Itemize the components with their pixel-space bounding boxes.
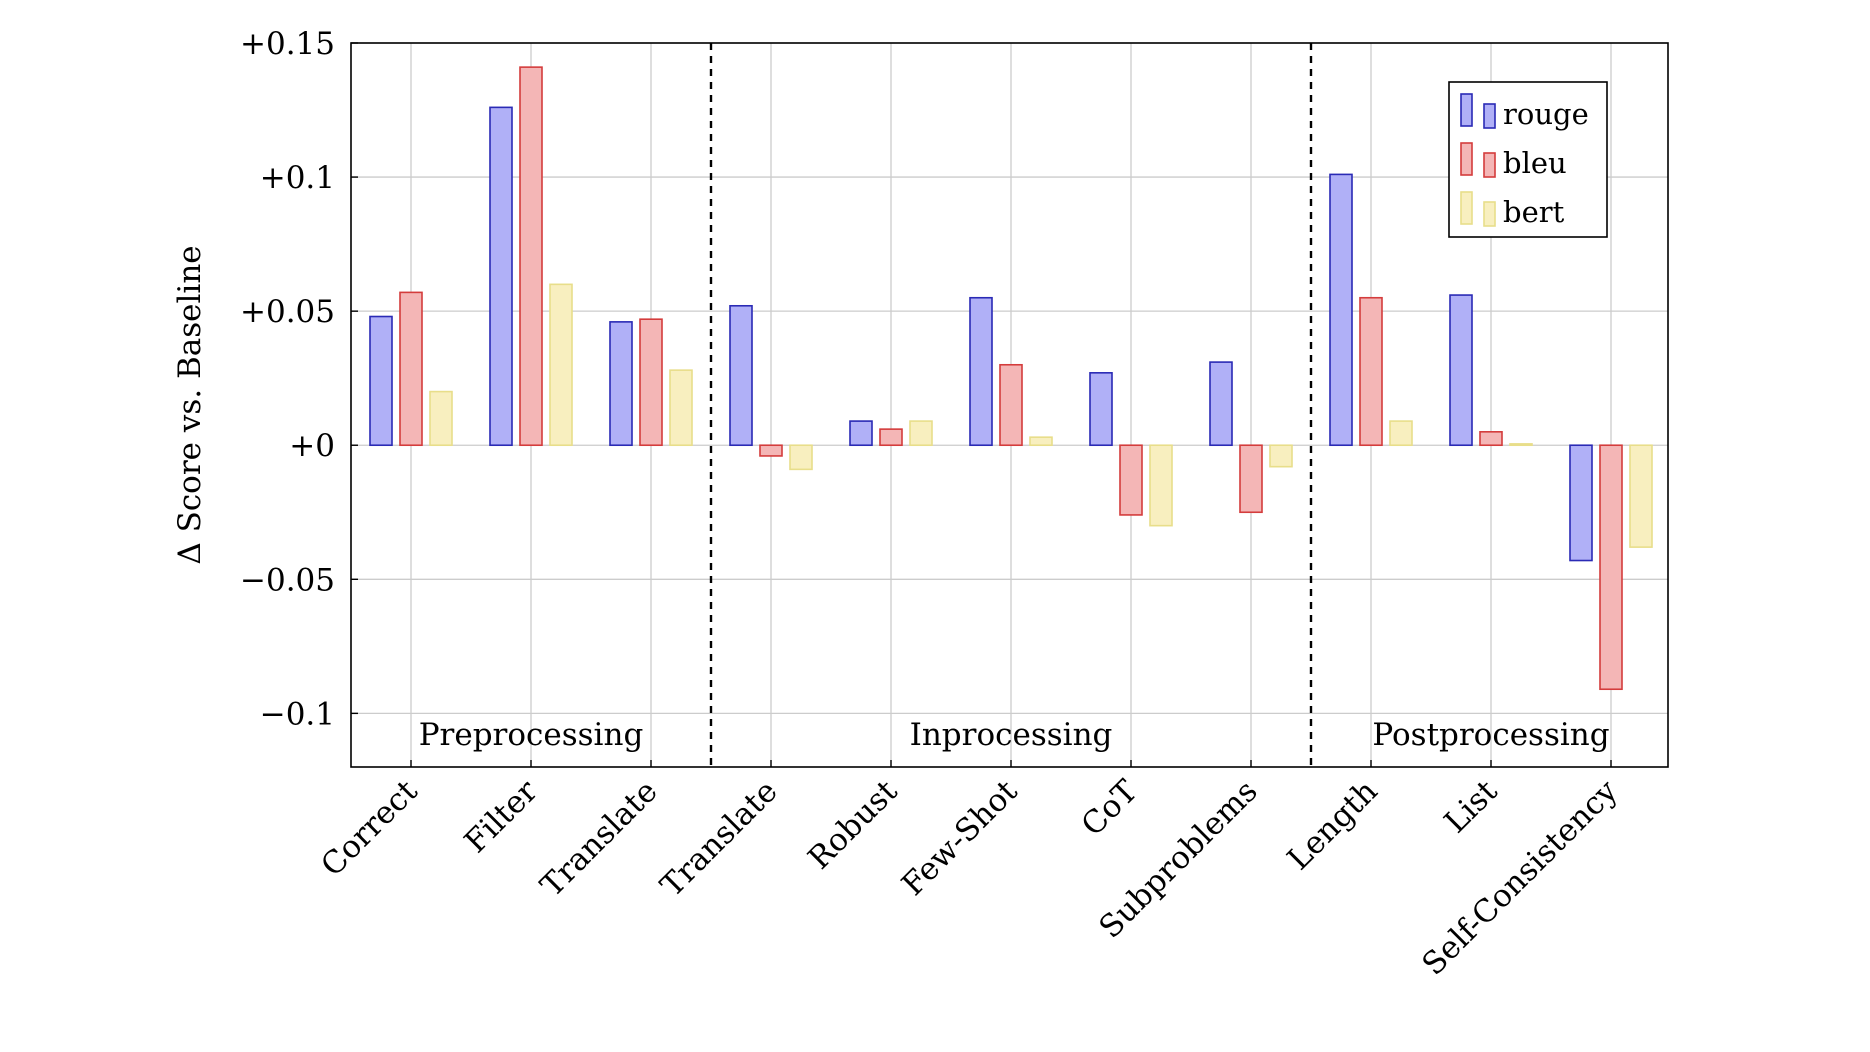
bar-rouge-5 bbox=[969, 296, 993, 447]
x-tick-label-8: Length bbox=[1281, 773, 1385, 877]
bar-bleu-2 bbox=[639, 318, 663, 447]
bar-bert-9 bbox=[1509, 443, 1533, 447]
legend-swatch-bert-a bbox=[1460, 191, 1473, 225]
bar-bleu-8 bbox=[1359, 296, 1383, 447]
bars bbox=[369, 66, 1653, 691]
legend-label-bleu: bleu bbox=[1503, 146, 1567, 180]
bar-bert-5 bbox=[1029, 436, 1053, 447]
legend-label-rouge: rouge bbox=[1503, 97, 1589, 131]
bar-rouge-6 bbox=[1089, 372, 1113, 447]
plot-frame bbox=[350, 42, 1669, 768]
bar-bleu-9 bbox=[1479, 431, 1503, 447]
grid-lines bbox=[351, 42, 1668, 767]
bar-rouge-9 bbox=[1449, 294, 1473, 447]
x-tick-label-4: Robust bbox=[801, 773, 905, 877]
bar-rouge-1 bbox=[489, 106, 513, 447]
legend-swatch-bert-b bbox=[1483, 201, 1496, 227]
bar-bert-4 bbox=[909, 420, 933, 447]
bar-bleu-6 bbox=[1119, 444, 1143, 516]
bar-bleu-7 bbox=[1239, 444, 1263, 514]
group-label-0: Preprocessing bbox=[419, 717, 644, 753]
group-separators bbox=[709, 43, 1313, 767]
bar-bert-6 bbox=[1149, 444, 1173, 527]
bar-rouge-7 bbox=[1209, 361, 1233, 447]
y-tick-label-2: +0.05 bbox=[240, 294, 335, 330]
legend-label-bert: bert bbox=[1503, 195, 1565, 229]
x-tick-label-0: Correct bbox=[314, 773, 425, 884]
bar-bert-3 bbox=[789, 444, 813, 471]
y-tick-label-4: −0.05 bbox=[240, 562, 335, 598]
x-tick-label-9: List bbox=[1438, 773, 1505, 840]
bar-bleu-4 bbox=[879, 428, 903, 447]
bar-bert-8 bbox=[1389, 420, 1413, 447]
bar-bleu-10 bbox=[1599, 444, 1623, 691]
group-label-2: Postprocessing bbox=[1372, 717, 1609, 753]
group-label-1: Inprocessing bbox=[910, 717, 1113, 753]
bar-bleu-5 bbox=[999, 363, 1023, 447]
bar-rouge-0 bbox=[369, 315, 393, 447]
bar-bleu-0 bbox=[399, 291, 423, 447]
x-tick-label-1: Filter bbox=[458, 773, 545, 860]
legend-swatch-rouge-a bbox=[1460, 93, 1473, 127]
legend-swatch-bleu-a bbox=[1460, 142, 1473, 176]
bar-bert-2 bbox=[669, 369, 693, 447]
y-tick-label-3: +0 bbox=[289, 428, 335, 464]
y-axis-title: Δ Score vs. Baseline bbox=[172, 245, 208, 564]
x-tick-label-5: Few-Shot bbox=[895, 773, 1025, 903]
bar-bert-7 bbox=[1269, 444, 1293, 468]
bar-bleu-3 bbox=[759, 444, 783, 457]
group-labels: Preprocessing Inprocessing Postprocessing bbox=[419, 717, 1610, 753]
y-tick-label-1: +0.1 bbox=[260, 160, 335, 196]
bar-bert-0 bbox=[429, 390, 453, 447]
legend-swatch-bleu-b bbox=[1483, 152, 1496, 178]
bar-rouge-10 bbox=[1569, 444, 1593, 562]
legend-box bbox=[1448, 81, 1608, 238]
x-tick-label-2: Translate bbox=[534, 773, 665, 904]
bar-bert-1 bbox=[549, 283, 573, 447]
y-tick-label-5: −0.1 bbox=[260, 696, 335, 732]
legend-swatch-rouge-b bbox=[1483, 103, 1496, 129]
y-tick-labels: +0.15 +0.1 +0.05 +0 −0.05 −0.1 bbox=[240, 26, 358, 732]
y-tick-label-0: +0.15 bbox=[240, 26, 335, 62]
bar-bleu-1 bbox=[519, 66, 543, 447]
x-tick-label-3: Translate bbox=[654, 773, 785, 904]
legend: rouge bleu bert bbox=[1448, 81, 1608, 238]
bar-rouge-3 bbox=[729, 304, 753, 447]
bar-rouge-2 bbox=[609, 321, 633, 447]
x-tick-label-6: CoT bbox=[1075, 773, 1145, 843]
bar-rouge-4 bbox=[849, 420, 873, 447]
bar-rouge-8 bbox=[1329, 173, 1353, 447]
bar-bert-10 bbox=[1629, 444, 1653, 548]
